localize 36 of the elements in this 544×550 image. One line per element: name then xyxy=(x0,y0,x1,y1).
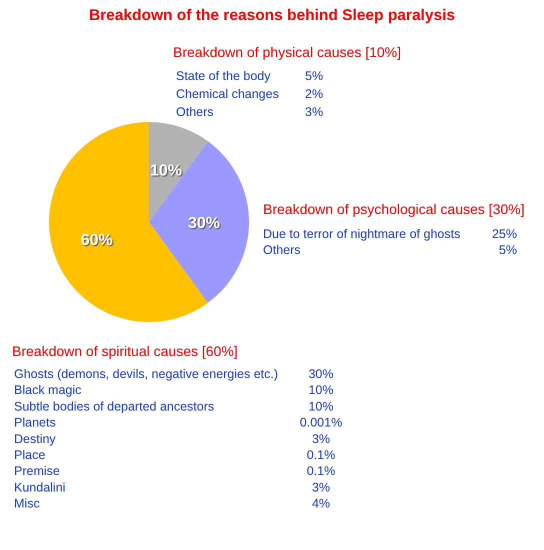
data-label: 10% xyxy=(150,162,182,180)
category-label: Others xyxy=(176,105,214,119)
text: 10% xyxy=(308,399,334,414)
text: 10% xyxy=(308,383,334,398)
text: 3% xyxy=(312,432,330,446)
pie-slice xyxy=(149,141,249,303)
text: Breakdown of psychological causes [30%] xyxy=(263,201,524,217)
category-label: Subtle bodies of departed ancestors xyxy=(14,399,214,414)
category-label: Due to terror of nightmare of ghosts xyxy=(263,227,460,241)
category-label: Chemical changes xyxy=(176,87,279,101)
data-label: 30% xyxy=(188,215,220,232)
category-label: State of the body xyxy=(176,69,272,83)
text: 0.1% xyxy=(306,464,336,478)
text: 3% xyxy=(305,105,324,119)
category-label: Others xyxy=(263,243,301,257)
category-label: Ghosts (demons, devils, negative energies etc.) xyxy=(14,367,278,381)
text: 5% xyxy=(305,69,324,83)
text: 4% xyxy=(312,496,330,511)
text: 25% xyxy=(492,227,517,241)
category-label: Planets xyxy=(14,416,56,430)
text: Breakdown of physical causes [10%] xyxy=(173,44,402,60)
text: 3% xyxy=(312,480,330,494)
text: 0.1% xyxy=(306,448,336,462)
category-label: Black magic xyxy=(14,383,82,398)
category-label: Place xyxy=(14,448,46,462)
data-label: 60% xyxy=(80,232,113,249)
text: 5% xyxy=(498,243,517,257)
category-label: Kundalini xyxy=(14,480,66,494)
category-label: Misc xyxy=(14,496,40,511)
text: Breakdown of spiritual causes [60%] xyxy=(12,343,238,359)
chart-title: Breakdown of the reasons behind Sleep paralysis xyxy=(88,7,456,24)
category-label: Premise xyxy=(14,464,60,478)
text: 30% xyxy=(308,367,334,381)
category-label: Destiny xyxy=(14,432,56,446)
text: 2% xyxy=(305,87,324,101)
text: 0.001% xyxy=(300,416,342,430)
